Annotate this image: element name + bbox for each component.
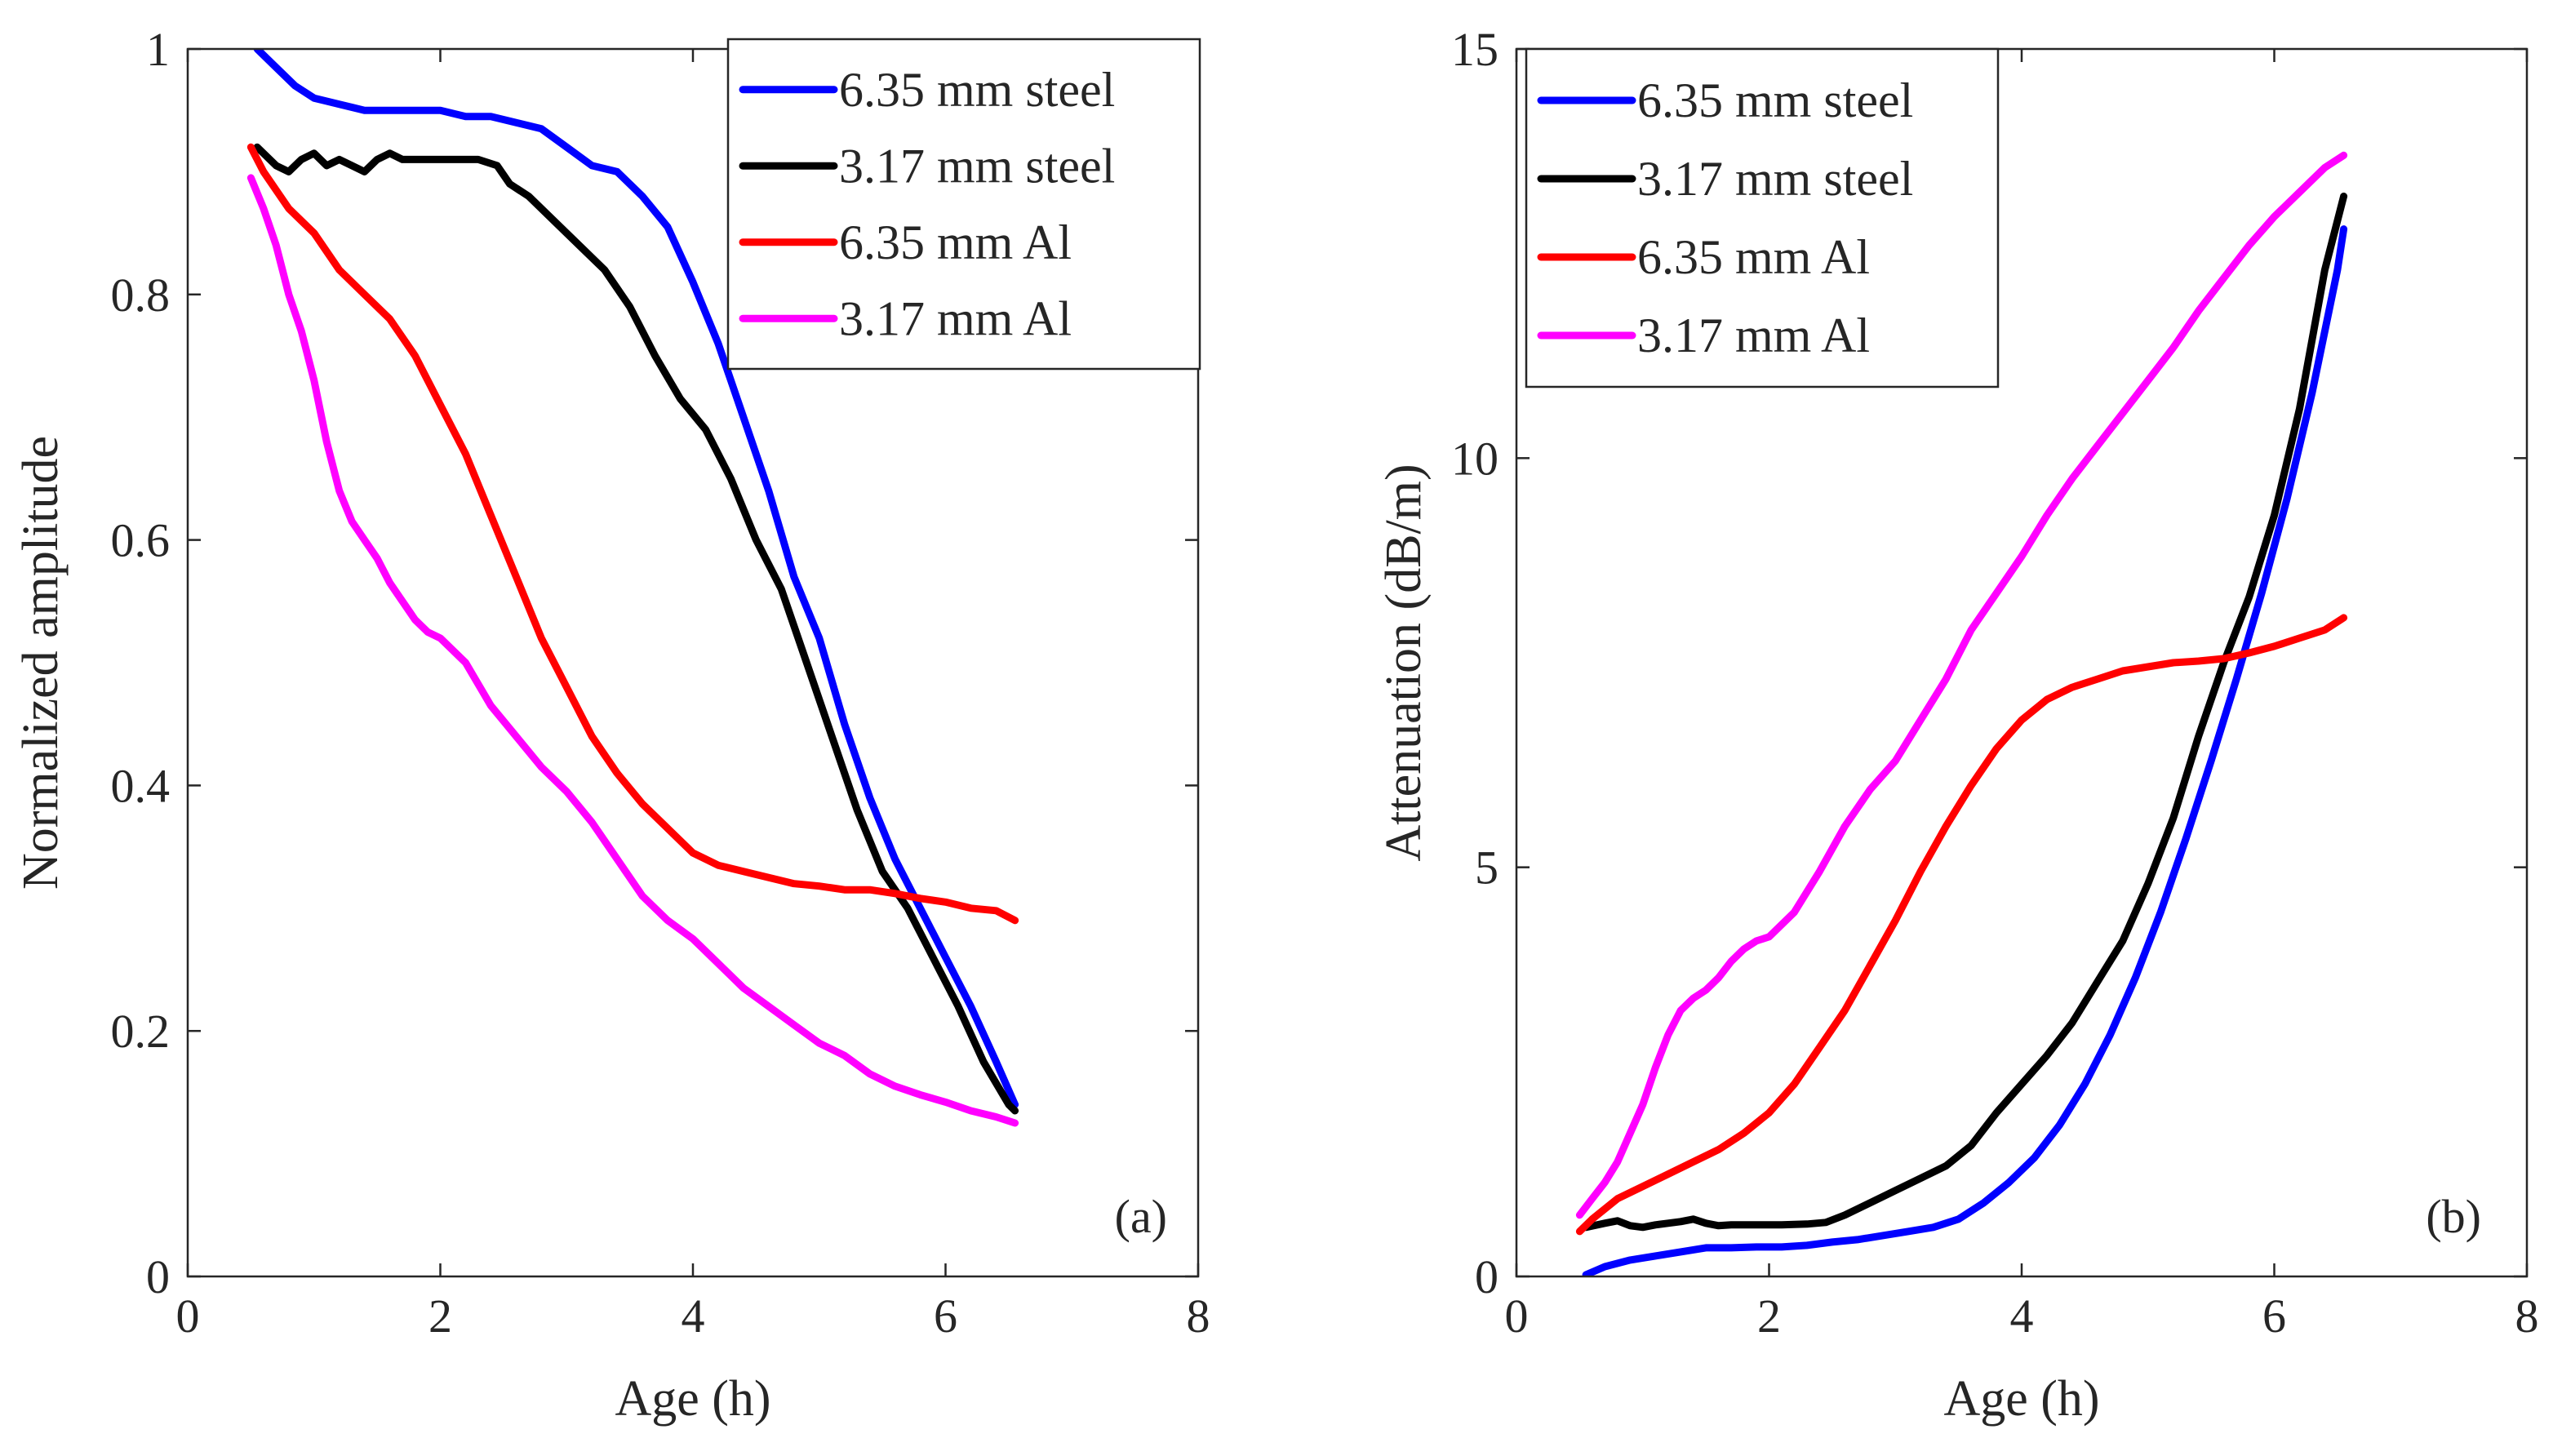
x-tick-label: 0 <box>176 1290 200 1343</box>
series-line-3-17-mm-steel <box>253 143 1019 1115</box>
legend-entry: 6.35 mm Al <box>1637 230 1870 284</box>
panel-label: (a) <box>1115 1190 1167 1243</box>
y-tick-label: 10 <box>1451 432 1498 485</box>
axes-box <box>186 47 1200 1278</box>
legend-entry: 3.17 mm steel <box>1637 152 1913 206</box>
chart-panel-b: 0 2 4 6 8 0 5 10 15 Age (h) Attenuation (dB/m) (b) 6… <box>1376 23 2539 1427</box>
series-line-6-35-mm-steel <box>1582 225 2348 1276</box>
series-line-6-35-mm-al <box>1575 614 2348 1236</box>
x-tick-label: 8 <box>1187 1290 1210 1343</box>
legend-entry: 6.35 mm Al <box>839 215 1072 269</box>
panel-label: (b) <box>2426 1190 2481 1243</box>
series-line-6-35-mm-al <box>246 143 1019 925</box>
legend-entry: 6.35 mm steel <box>839 63 1115 117</box>
chart-panel-a: 0 2 4 6 8 0 0.2 0.4 0.6 0.8 1 Age (h) Normalized amp… <box>13 23 1210 1427</box>
x-tick-label: 8 <box>2515 1290 2539 1343</box>
y-tick-label: 0 <box>146 1250 170 1303</box>
legend-box <box>1525 47 2000 388</box>
y-tick-label: 0 <box>1475 1250 1498 1303</box>
y-axis-label: Attenuation (dB/m) <box>1376 464 1432 861</box>
series-line-3-17-mm-al <box>1575 151 2348 1219</box>
series-line-3-17-mm-steel <box>1582 193 2348 1232</box>
x-tick-label: 4 <box>2010 1290 2034 1343</box>
y-tick-label: 5 <box>1475 841 1498 894</box>
y-tick-label: 0.8 <box>111 269 171 322</box>
y-tick-label: 0.2 <box>111 1005 171 1058</box>
x-axis-label: Age (h) <box>1943 1371 2099 1427</box>
x-tick-label: 2 <box>428 1290 452 1343</box>
axes-box <box>1515 47 2529 1278</box>
y-tick-label: 0.4 <box>111 759 171 812</box>
x-tick-label: 4 <box>682 1290 705 1343</box>
y-tick-label: 15 <box>1451 23 1498 76</box>
y-axis-label: Normalized amplitude <box>13 436 69 890</box>
y-tick-label: 1 <box>146 23 170 76</box>
series-line-3-17-mm-al <box>246 174 1019 1127</box>
x-tick-label: 6 <box>934 1290 957 1343</box>
legend-entry: 3.17 mm steel <box>839 139 1115 193</box>
series-line-6-35-mm-steel <box>253 49 1019 1108</box>
x-tick-label: 0 <box>1505 1290 1529 1343</box>
series-group <box>1575 151 2348 1276</box>
legend-entry: 6.35 mm steel <box>1637 73 1913 127</box>
legend-box <box>726 38 1201 371</box>
legend: 6.35 mm steel 3.17 mm steel 6.35 mm Al 3.17… <box>1525 47 2000 388</box>
series-group <box>246 49 1019 1127</box>
legend-entry: 3.17 mm Al <box>839 291 1072 345</box>
legend-entry: 3.17 mm Al <box>1637 309 1870 362</box>
x-tick-label: 2 <box>1757 1290 1781 1343</box>
y-tick-label: 0.6 <box>111 514 171 567</box>
legend: 6.35 mm steel 3.17 mm steel 6.35 mm Al 3.17… <box>726 38 1201 371</box>
x-tick-label: 6 <box>2262 1290 2286 1343</box>
x-axis-label: Age (h) <box>615 1371 770 1427</box>
